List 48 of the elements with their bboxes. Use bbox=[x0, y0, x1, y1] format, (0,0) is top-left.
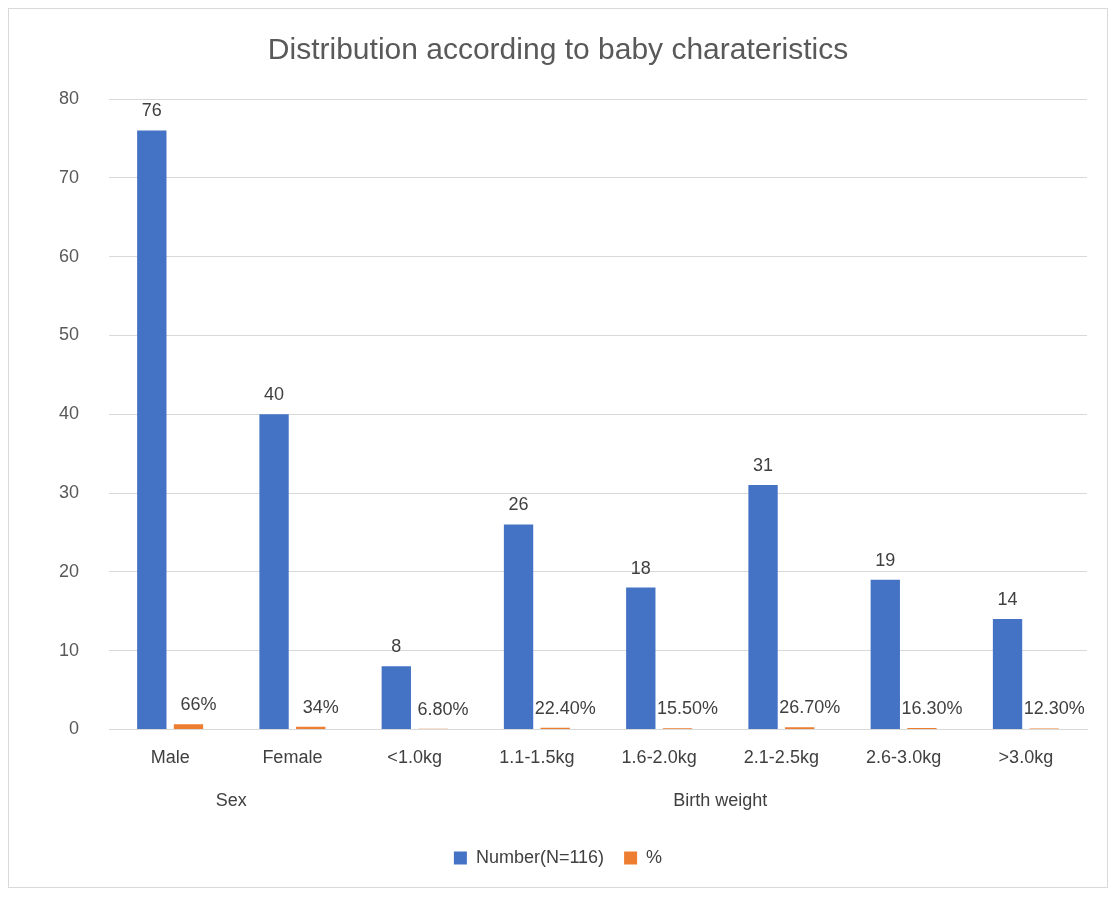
data-label: 31 bbox=[753, 455, 774, 476]
y-tick-label: 20 bbox=[58, 560, 80, 581]
data-label: 12.30% bbox=[1023, 698, 1085, 719]
y-tick-label: 30 bbox=[58, 481, 80, 502]
x-tick-label: >3.0kg bbox=[998, 747, 1054, 768]
y-tick-label: 60 bbox=[58, 245, 80, 266]
bar bbox=[870, 579, 900, 729]
legend-label: % bbox=[646, 846, 663, 867]
bar bbox=[137, 130, 167, 729]
bar bbox=[296, 726, 326, 729]
chart-title: Distribution according to baby charateristics bbox=[267, 32, 849, 66]
bar bbox=[992, 619, 1023, 729]
y-tick-label: 40 bbox=[58, 403, 80, 424]
data-label: 34% bbox=[302, 696, 339, 717]
bar bbox=[381, 666, 411, 729]
text: Birth weight bbox=[673, 790, 768, 811]
y-tick-label: 50 bbox=[58, 324, 80, 345]
data-label: 6.80% bbox=[417, 698, 469, 719]
x-tick-label: <1.0kg bbox=[387, 747, 442, 768]
x-tick-label: Male bbox=[150, 747, 190, 768]
data-label: 16.30% bbox=[901, 698, 963, 719]
x-tick-label: Female bbox=[262, 747, 323, 768]
data-label: 26.70% bbox=[779, 697, 841, 718]
x-tick-label: 2.1-2.5kg bbox=[743, 747, 819, 768]
x-tick-label: 1.6-2.0kg bbox=[621, 747, 697, 768]
data-label: 15.50% bbox=[656, 698, 718, 719]
data-label: 19 bbox=[875, 549, 896, 570]
data-label: 8 bbox=[391, 636, 402, 657]
data-label: 66% bbox=[180, 694, 217, 715]
bar bbox=[173, 724, 204, 729]
data-label: 22.40% bbox=[534, 697, 596, 718]
data-label: 14 bbox=[997, 589, 1018, 610]
data-label: 76 bbox=[141, 100, 162, 121]
y-tick-label: 80 bbox=[58, 87, 80, 108]
bar bbox=[503, 524, 534, 729]
data-label: 40 bbox=[264, 384, 285, 405]
bar bbox=[626, 587, 656, 729]
bar bbox=[748, 485, 778, 729]
data-label: 26 bbox=[508, 494, 529, 515]
text: Sex bbox=[215, 790, 247, 811]
y-tick-label: 10 bbox=[58, 639, 80, 660]
x-tick-label: 2.6-3.0kg bbox=[866, 747, 942, 768]
y-tick-label: 70 bbox=[58, 166, 80, 187]
legend-label: Number(N=116) bbox=[475, 846, 605, 867]
x-tick-label: 1.1-1.5kg bbox=[499, 747, 575, 768]
bar bbox=[259, 414, 289, 729]
data-label: 18 bbox=[630, 557, 651, 578]
y-tick-label: 0 bbox=[69, 718, 80, 739]
